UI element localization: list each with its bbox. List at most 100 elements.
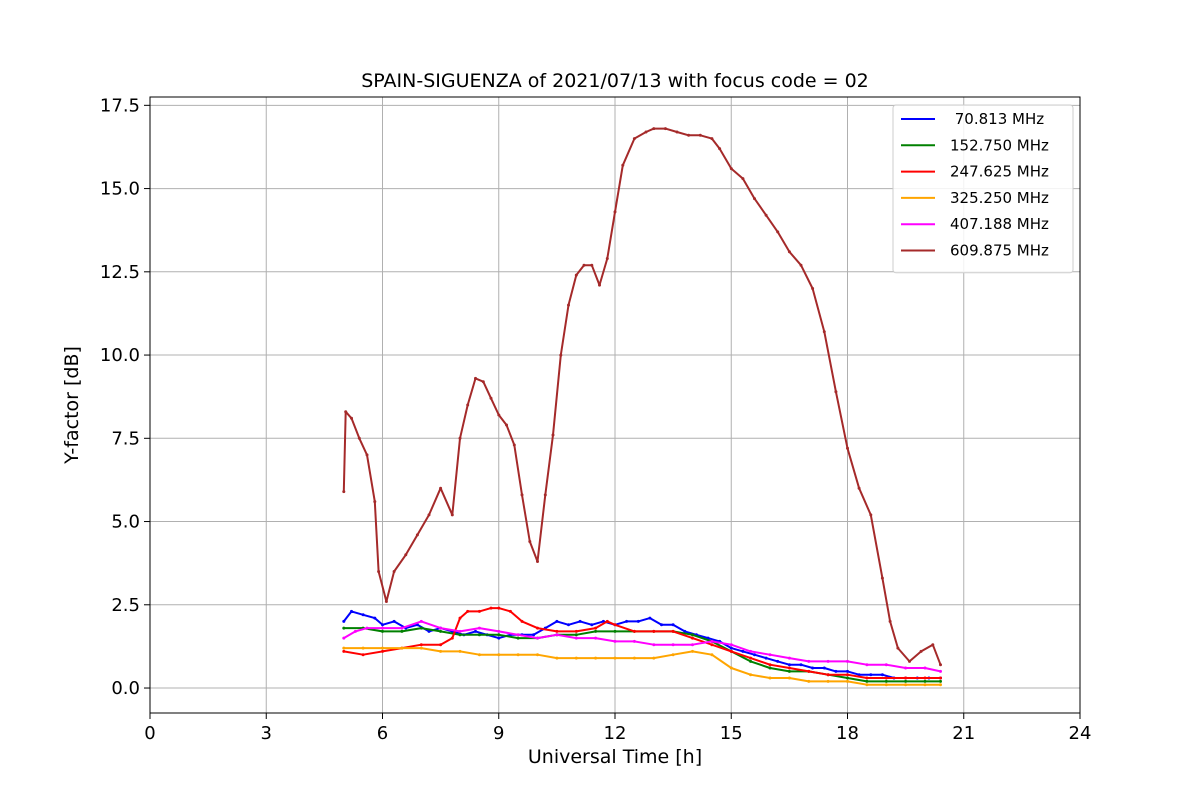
series-0-point (427, 629, 431, 633)
series-0-point (846, 669, 849, 673)
series-0-point (869, 673, 873, 677)
series-3-point (477, 653, 481, 657)
series-4-point (710, 639, 714, 643)
legend-label-5: 609.875 MHz (950, 242, 1049, 260)
series-line-3 (342, 647, 942, 686)
series-0-point (683, 629, 687, 633)
series-3-point (787, 676, 791, 680)
series-5-point (466, 403, 470, 407)
series-1-point (497, 633, 501, 637)
series-0-point (567, 623, 570, 627)
series-1-point (477, 633, 481, 637)
series-5-point (687, 133, 691, 137)
series-2-point (381, 649, 384, 653)
series-2-point (477, 609, 481, 613)
series-0-point (578, 619, 582, 623)
series-0-point (834, 669, 838, 673)
series-5-point (698, 133, 702, 137)
series-2-point (691, 636, 694, 640)
series-0-point (381, 623, 384, 627)
series-5-point (582, 263, 586, 267)
series-3-point (939, 683, 942, 687)
series-2-point (555, 629, 559, 633)
x-tick-label: 24 (1069, 723, 1092, 744)
series-0-point (857, 673, 861, 677)
series-4-point (516, 633, 520, 637)
series-5-point (450, 513, 454, 517)
series-4-point (458, 629, 462, 633)
series-5-point (811, 287, 815, 290)
series-2-point (574, 629, 578, 633)
series-2-point (439, 643, 443, 647)
series-2-point (865, 676, 869, 680)
series-1-point (419, 626, 423, 630)
series-0-point (392, 619, 396, 623)
series-1-point (574, 633, 578, 637)
series-3-point (884, 683, 888, 687)
series-4-point (419, 619, 423, 623)
series-5-point (551, 433, 555, 437)
x-tick-label: 0 (144, 723, 155, 744)
series-2-point (508, 609, 512, 613)
series-2-point (710, 643, 714, 647)
series-3-point (458, 649, 462, 653)
series-1-point (865, 679, 869, 683)
series-2-point (489, 606, 493, 610)
series-2-point (846, 673, 849, 677)
y-tick-label: 0.0 (111, 678, 140, 699)
series-3-point (923, 683, 927, 687)
series-2-point (826, 673, 830, 677)
series-5-point (377, 570, 381, 573)
series-4-point (787, 656, 791, 660)
series-4-point (691, 643, 694, 647)
series-5-point (834, 390, 838, 394)
series-5-point (710, 137, 714, 141)
series-5-point (729, 167, 733, 171)
series-4-point (884, 663, 888, 667)
series-5-point (880, 576, 884, 580)
series-3-point (710, 653, 714, 657)
x-tick-label: 21 (952, 723, 975, 744)
series-2-point (787, 666, 791, 670)
series-1-point (516, 636, 520, 640)
series-4-point (768, 653, 772, 657)
series-0-point (776, 659, 780, 663)
series-3-point (516, 653, 520, 657)
series-1-point (846, 676, 849, 680)
x-tick-label: 15 (720, 723, 743, 744)
series-5-point (505, 423, 508, 427)
series-2-point (632, 629, 636, 633)
legend-label-0: 70.813 MHz (950, 110, 1044, 128)
x-tick-label: 12 (604, 723, 627, 744)
series-5-point (365, 453, 369, 457)
series-4-point (865, 663, 869, 667)
series-5-point (489, 396, 493, 400)
series-0-point (350, 609, 353, 613)
series-1-point (458, 633, 462, 637)
series-0-point (741, 649, 745, 653)
y-tick-label: 10.0 (100, 345, 140, 366)
series-5-point (799, 263, 803, 267)
series-3-point (729, 666, 733, 670)
series-3-point (652, 656, 656, 660)
series-3-point (574, 656, 578, 660)
series-3-point (632, 656, 636, 660)
series-5-point (644, 130, 648, 134)
series-5-point (598, 283, 601, 287)
series-4-point (632, 639, 636, 643)
legend: 70.813 MHz 152.750 MHz 247.625 MHz 325.250 … (892, 104, 1074, 274)
series-3-point (826, 679, 830, 683)
series-3-point (439, 649, 443, 653)
series-3-point (671, 653, 675, 657)
series-3-point (497, 653, 501, 657)
series-5-point (888, 619, 892, 623)
series-5-point (590, 263, 594, 267)
series-5-point (675, 130, 679, 134)
series-4-point (594, 636, 598, 640)
series-4-point (536, 636, 539, 640)
series-2-point (342, 649, 346, 653)
series-3-point (846, 679, 849, 683)
series-4-point (652, 643, 656, 647)
series-5-point (458, 436, 462, 440)
